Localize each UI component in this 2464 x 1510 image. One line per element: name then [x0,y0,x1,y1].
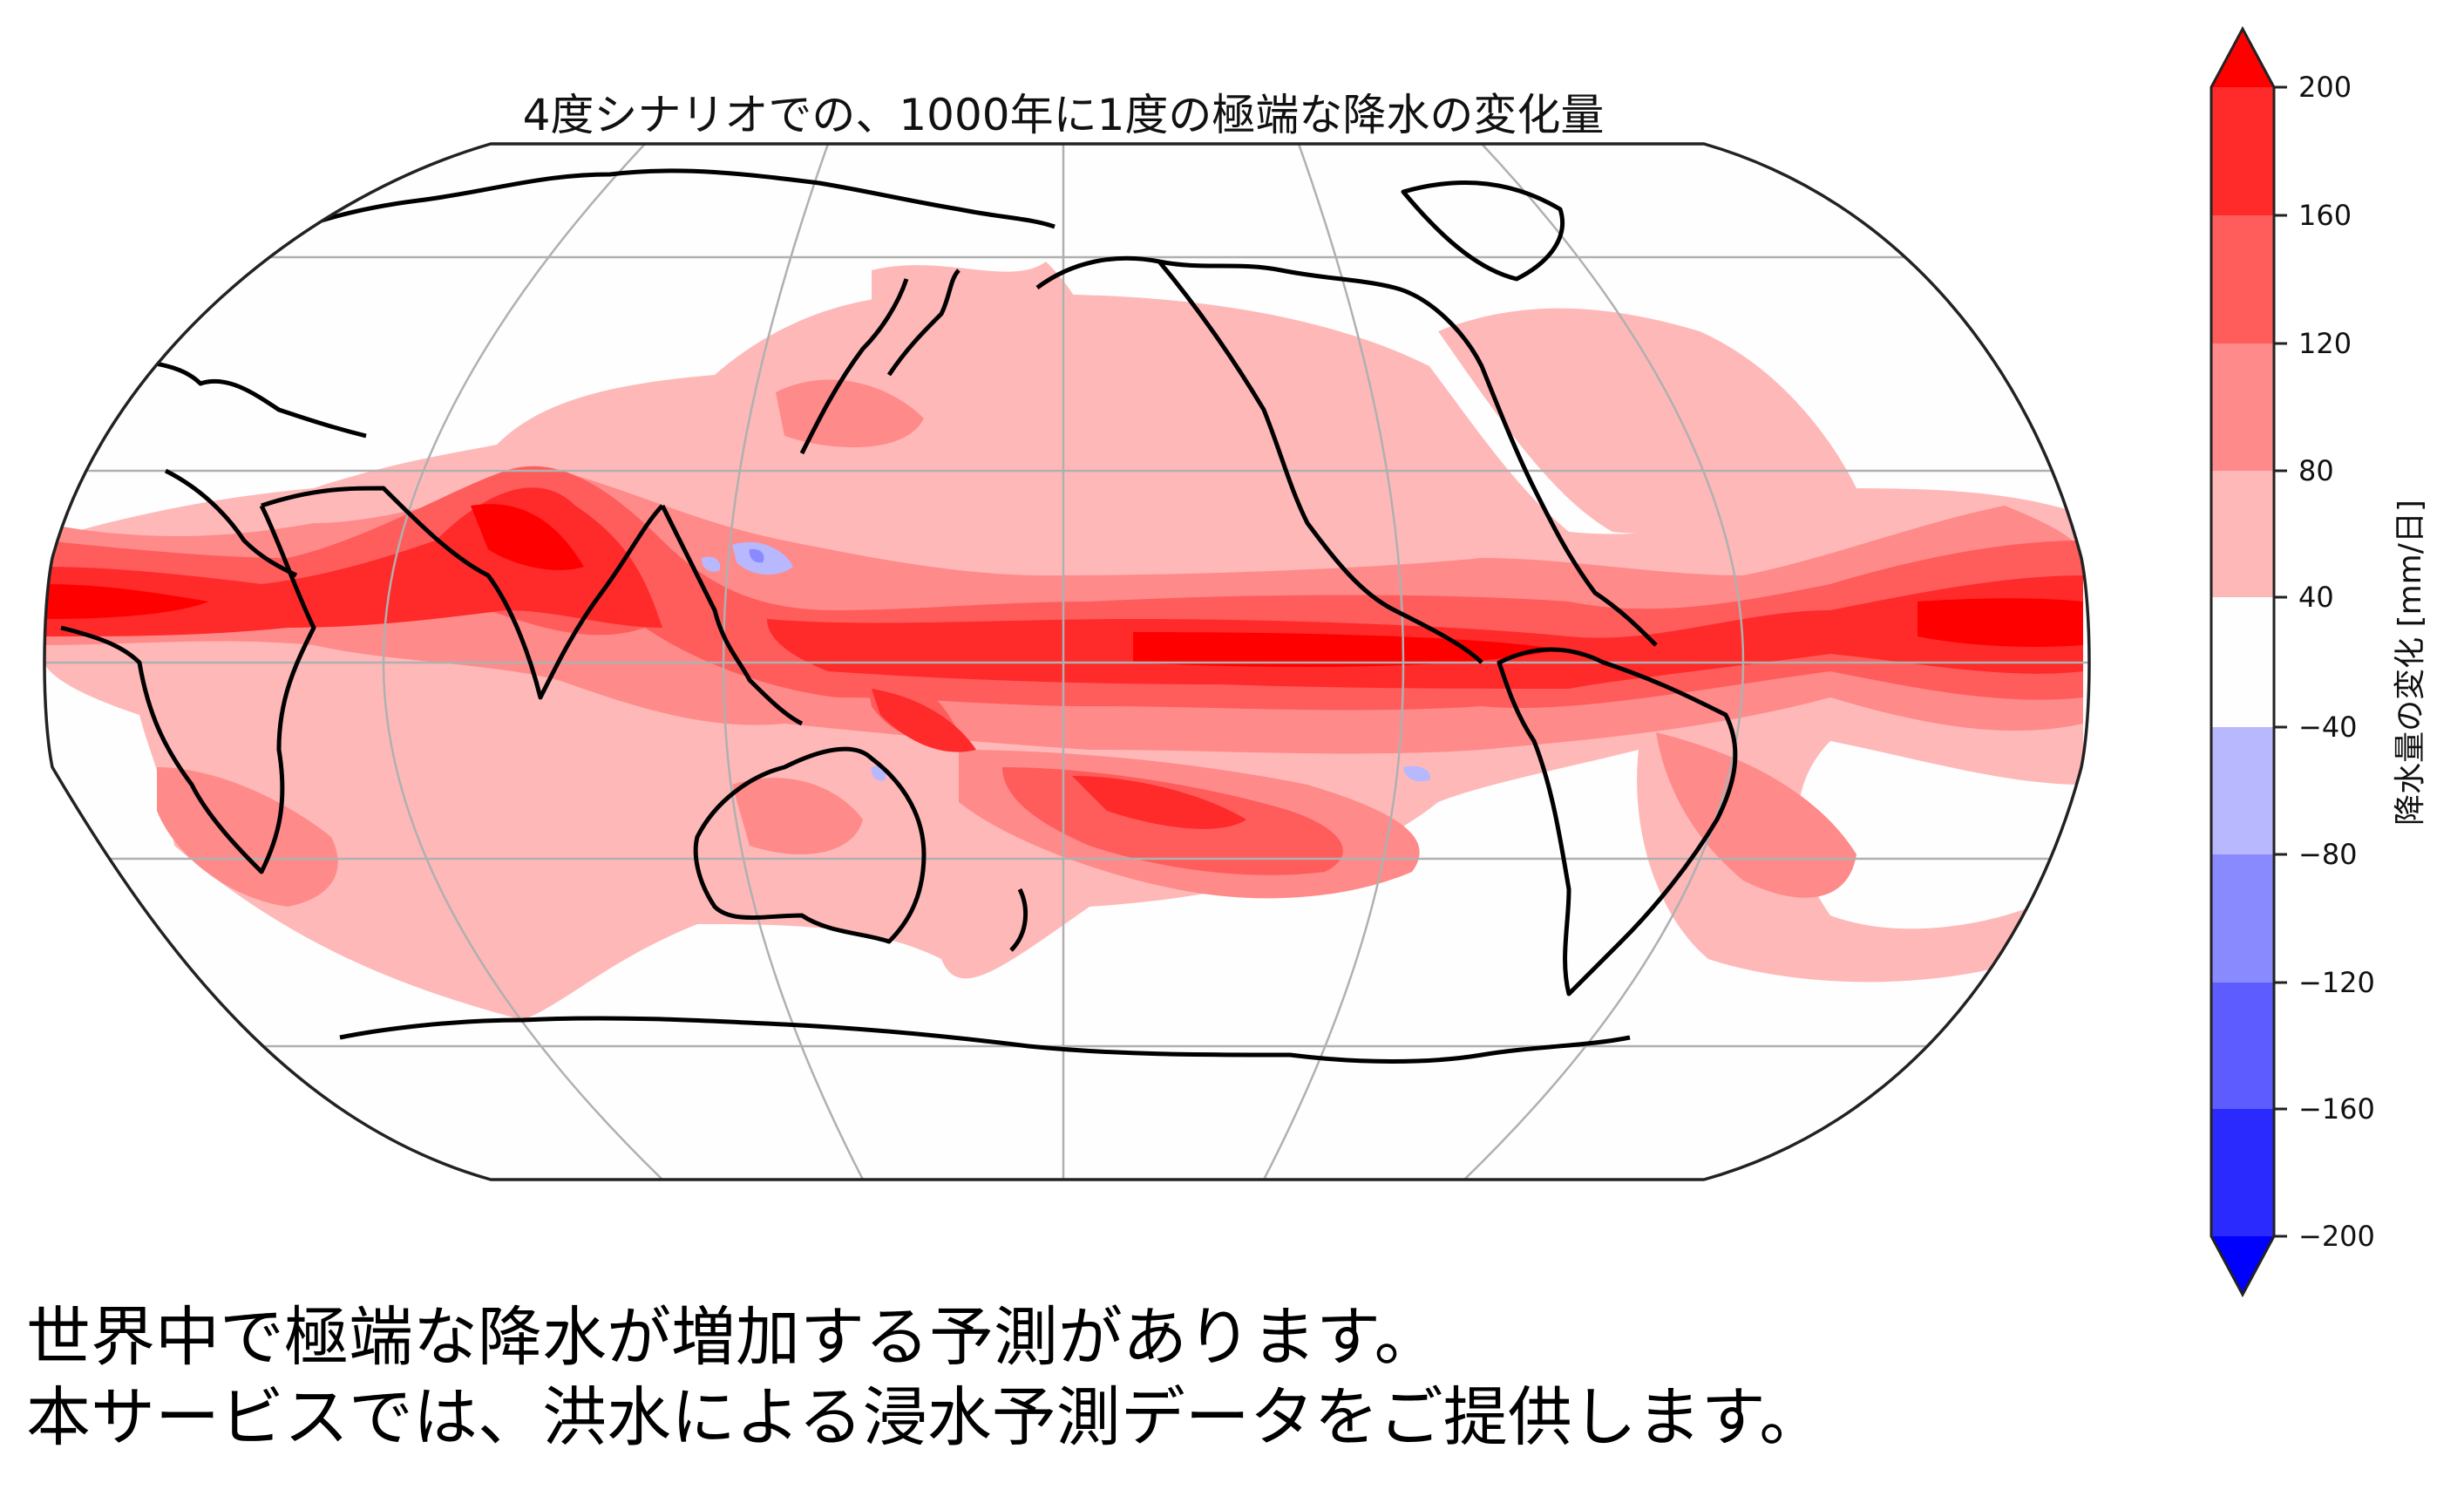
colorbar-outline [2209,25,2276,1298]
caption: 世界中で極端な降水が増加する予測があります。 本サービスでは、洪水による浸水予測… [26,1297,1823,1458]
colorbar-tick-label: −120 [2298,966,2375,999]
colorbar-segments [2211,29,2274,1295]
colorbar-tick-label: 40 [2298,581,2334,614]
colorbar-tick-label: −40 [2298,711,2358,744]
colorbar-tick-label: −200 [2298,1220,2375,1253]
chart-title: 4度シナリオでの、1000年に1度の極端な降水の変化量 [522,90,1605,140]
precip-field [44,144,2089,1180]
world-map [43,142,2091,1181]
colorbar-tick-label: 160 [2298,199,2352,232]
caption-line-1: 世界中で極端な降水が増加する予測があります。 [26,1300,1439,1375]
caption-line-2: 本サービスでは、洪水による浸水予測データをご提供します。 [26,1380,1824,1455]
coastlines [60,168,1738,1064]
colorbar-label: 降水量の変化 [mm/日] [2393,500,2428,826]
colorbar-tick-label: 120 [2298,327,2352,360]
colorbar-tick-label: 80 [2298,454,2334,487]
colorbar-tick-label: 200 [2298,71,2352,104]
colorbar-tick-label: −160 [2298,1092,2375,1126]
map-boundary [43,142,2091,1181]
colorbar-ticks [2274,85,2287,1238]
longitude-gridlines [382,144,1745,1180]
colorbar-tick-label: −80 [2298,838,2358,871]
